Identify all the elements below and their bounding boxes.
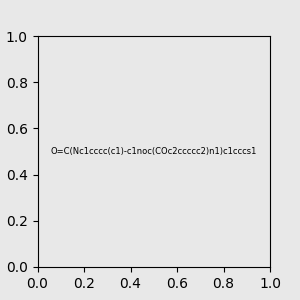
Text: O=C(Nc1cccc(c1)-c1noc(COc2ccccc2)n1)c1cccs1: O=C(Nc1cccc(c1)-c1noc(COc2ccccc2)n1)c1cc… [51, 147, 257, 156]
